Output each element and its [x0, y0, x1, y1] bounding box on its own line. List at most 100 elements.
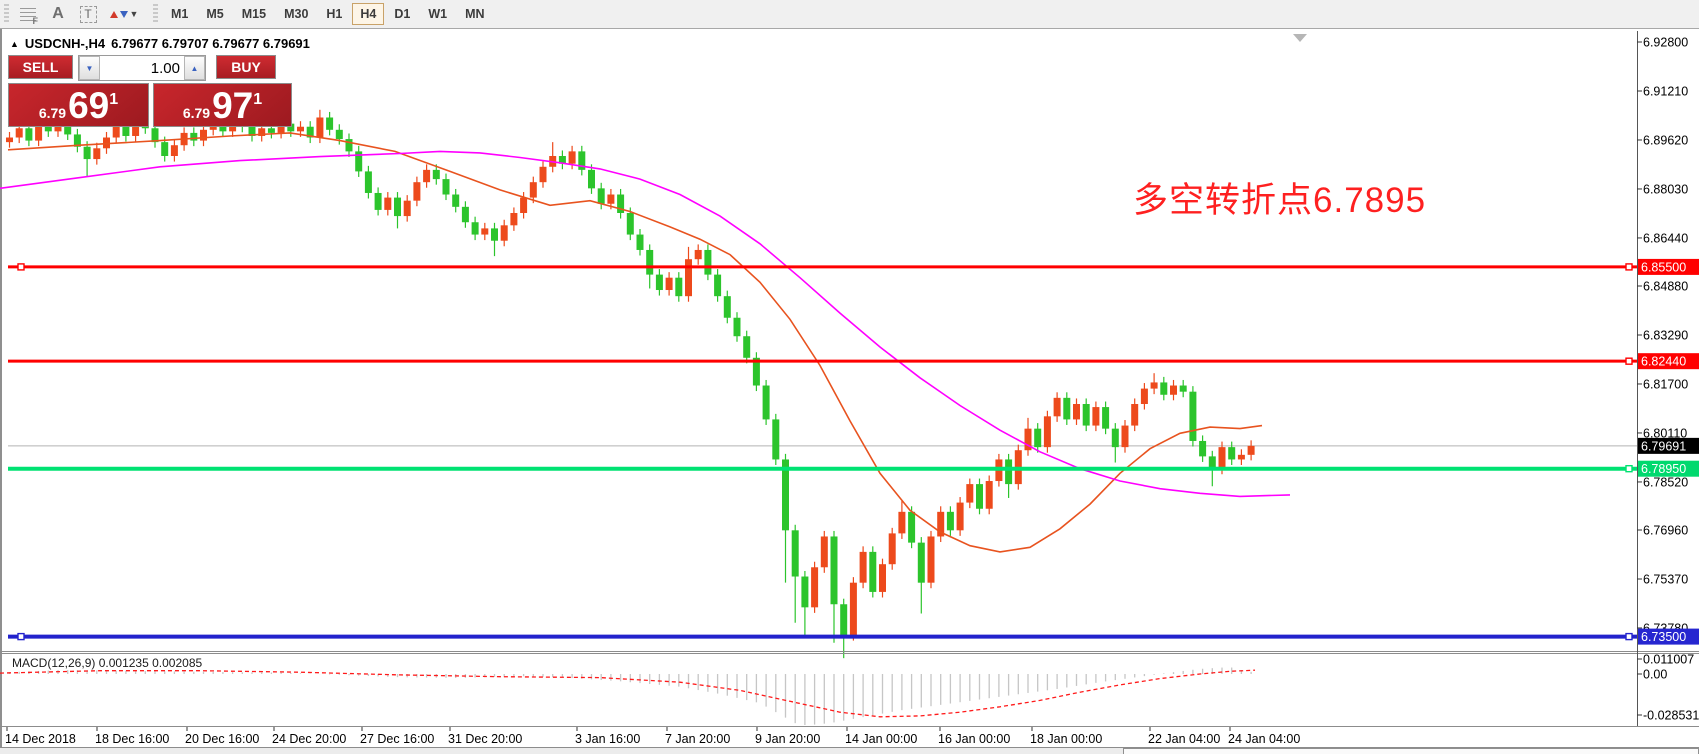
- macd-value-signal: 0.002085: [152, 656, 203, 670]
- hline-handle[interactable]: [1625, 357, 1633, 365]
- macd-name: MACD(12,26,9): [12, 656, 96, 670]
- svg-text:-0.028531: -0.028531: [1643, 709, 1699, 723]
- axis-label-6.85500: [1638, 258, 1699, 275]
- timeframe-button-m1[interactable]: M1: [171, 7, 189, 21]
- time-axis-label: 7 Jan 20:00: [665, 732, 730, 746]
- timeframe-button-h1[interactable]: H1: [326, 7, 343, 21]
- text-label-icon[interactable]: A: [52, 5, 64, 22]
- time-axis-label: 24 Dec 20:00: [272, 732, 346, 746]
- hline-handle[interactable]: [1625, 464, 1633, 473]
- toolbar-grip[interactable]: [4, 4, 9, 24]
- timeframe-button-w1[interactable]: W1: [428, 7, 448, 21]
- sell-price-pips: 69: [68, 85, 110, 126]
- hline-handle[interactable]: [17, 632, 25, 641]
- time-axis-label: 14 Dec 2018: [5, 732, 76, 746]
- hline-handle[interactable]: [17, 263, 25, 271]
- volume-decrease-button[interactable]: ▼: [79, 56, 100, 80]
- time-axis-label: 3 Jan 16:00: [575, 732, 640, 746]
- macd-value-main: 0.001235: [98, 656, 149, 670]
- sell-price-display[interactable]: 6.79 69 1: [8, 83, 149, 127]
- timeframe-bar: M1 M5 M15 M30 H1 H4 D1 W1 MN: [162, 3, 494, 25]
- svg-text:6.79691: 6.79691: [1641, 439, 1686, 453]
- chart-window: [0, 29, 1699, 754]
- svg-text:6.75370: 6.75370: [1643, 572, 1688, 586]
- time-axis-label: 22 Jan 04:00: [1148, 732, 1220, 746]
- top-toolbar: F A T ▼ M1 M5 M15 M30 H1 H4 D1 W1 MN: [0, 0, 1699, 29]
- svg-text:6.85500: 6.85500: [1641, 260, 1686, 274]
- macd-indicator-label: MACD(12,26,9) 0.001235 0.002085: [12, 656, 202, 670]
- blue-down-triangle-icon: [119, 10, 128, 18]
- ma-slow-line: [0, 150, 1291, 498]
- axis-label-6.78950: [1638, 460, 1699, 477]
- time-axis-label: 18 Jan 00:00: [1030, 732, 1102, 746]
- timeframe-button-mn[interactable]: MN: [465, 7, 485, 21]
- indicators-sort-icon[interactable]: ▼: [105, 3, 143, 25]
- toolbar-grip-2: [153, 4, 158, 24]
- timeframe-button-m30[interactable]: M30: [284, 7, 309, 21]
- time-axis-label: 9 Jan 20:00: [755, 732, 820, 746]
- timeframe-button-h4[interactable]: H4: [352, 3, 385, 25]
- chart-canvas[interactable]: 6.92800 6.91210 6.89620 6.88030 6.86440 6.848…: [0, 29, 1699, 754]
- symbol-period-label: USDCNH-,H4: [24, 36, 106, 51]
- svg-text:6.73500: 6.73500: [1641, 630, 1686, 644]
- time-axis-label: 18 Dec 16:00: [95, 732, 169, 746]
- buy-price-prefix: 6.79: [182, 105, 211, 121]
- time-axis-label: 20 Dec 16:00: [185, 732, 259, 746]
- hline-handle[interactable]: [1625, 632, 1633, 641]
- axis-label-current-price: [1638, 437, 1699, 454]
- buy-button[interactable]: BUY: [216, 55, 276, 79]
- text-box-icon[interactable]: T: [75, 3, 101, 25]
- axis-label-6.73500: [1638, 628, 1699, 645]
- one-click-trading-panel: SELL ▼ ▲ BUY 6.79 69 1 6.79 97 1: [8, 55, 292, 127]
- volume-increase-button[interactable]: ▲: [184, 56, 205, 80]
- window-left-border: [0, 29, 2, 754]
- axis-label-6.82440: [1638, 353, 1699, 370]
- dropdown-caret-icon: ▼: [129, 9, 139, 19]
- scroll-marker-icon: [1293, 34, 1307, 42]
- timeframe-button-d1[interactable]: D1: [394, 7, 411, 21]
- svg-text:6.84880: 6.84880: [1643, 280, 1688, 294]
- chart-title: ▲ USDCNH-,H4 6.79677 6.79707 6.79677 6.7…: [10, 36, 310, 51]
- svg-text:6.86440: 6.86440: [1643, 231, 1688, 245]
- hline-handle[interactable]: [1625, 263, 1633, 271]
- svg-text:6.92800: 6.92800: [1643, 36, 1688, 50]
- buy-price-display[interactable]: 6.79 97 1: [153, 83, 292, 127]
- svg-text:6.88030: 6.88030: [1643, 182, 1688, 196]
- time-axis-label: 14 Jan 00:00: [845, 732, 917, 746]
- svg-text:6.91210: 6.91210: [1643, 84, 1688, 98]
- svg-text:0.011007: 0.011007: [1643, 653, 1694, 667]
- svg-text:6.78950: 6.78950: [1641, 462, 1686, 476]
- sell-price-prefix: 6.79: [38, 105, 67, 121]
- time-axis-label: 16 Jan 00:00: [938, 732, 1010, 746]
- grid-f-icon: F: [20, 7, 38, 26]
- chart-text-annotation[interactable]: 多空转折点6.7895: [1133, 181, 1427, 220]
- red-up-triangle-icon: [109, 10, 118, 18]
- svg-text:6.76960: 6.76960: [1643, 524, 1688, 538]
- svg-text:6.82440: 6.82440: [1641, 355, 1686, 369]
- collapse-triangle-icon[interactable]: ▲: [10, 38, 19, 49]
- timeframe-button-m15[interactable]: M15: [241, 7, 267, 21]
- buy-price-pips: 97: [212, 85, 254, 126]
- volume-input[interactable]: [100, 56, 184, 80]
- svg-text:0.00: 0.00: [1643, 668, 1667, 682]
- svg-text:6.80110: 6.80110: [1643, 426, 1687, 440]
- time-axis-label: 24 Jan 04:00: [1228, 732, 1300, 746]
- svg-text:6.89620: 6.89620: [1643, 133, 1688, 147]
- buy-price-point: 1: [253, 91, 263, 108]
- timeframe-button-m5[interactable]: M5: [206, 7, 224, 21]
- sell-button[interactable]: SELL: [8, 55, 73, 79]
- svg-text:6.81700: 6.81700: [1643, 377, 1688, 391]
- horizontal-scrollbar[interactable]: [0, 747, 1699, 754]
- scrollbar-thumb[interactable]: [1123, 748, 1699, 754]
- period-separators-icon[interactable]: F: [15, 3, 41, 26]
- time-axis-label: 31 Dec 20:00: [448, 732, 522, 746]
- svg-text:6.78520: 6.78520: [1643, 475, 1688, 489]
- t-box-icon: T: [79, 5, 97, 23]
- sell-price-point: 1: [109, 91, 119, 108]
- volume-spinner: ▼ ▲: [78, 55, 206, 81]
- ohlc-values: 6.79677 6.79707 6.79677 6.79691: [111, 36, 310, 51]
- time-axis-label: 27 Dec 16:00: [360, 732, 434, 746]
- macd-signal-line: [0, 669, 1256, 718]
- svg-text:6.83290: 6.83290: [1643, 328, 1688, 342]
